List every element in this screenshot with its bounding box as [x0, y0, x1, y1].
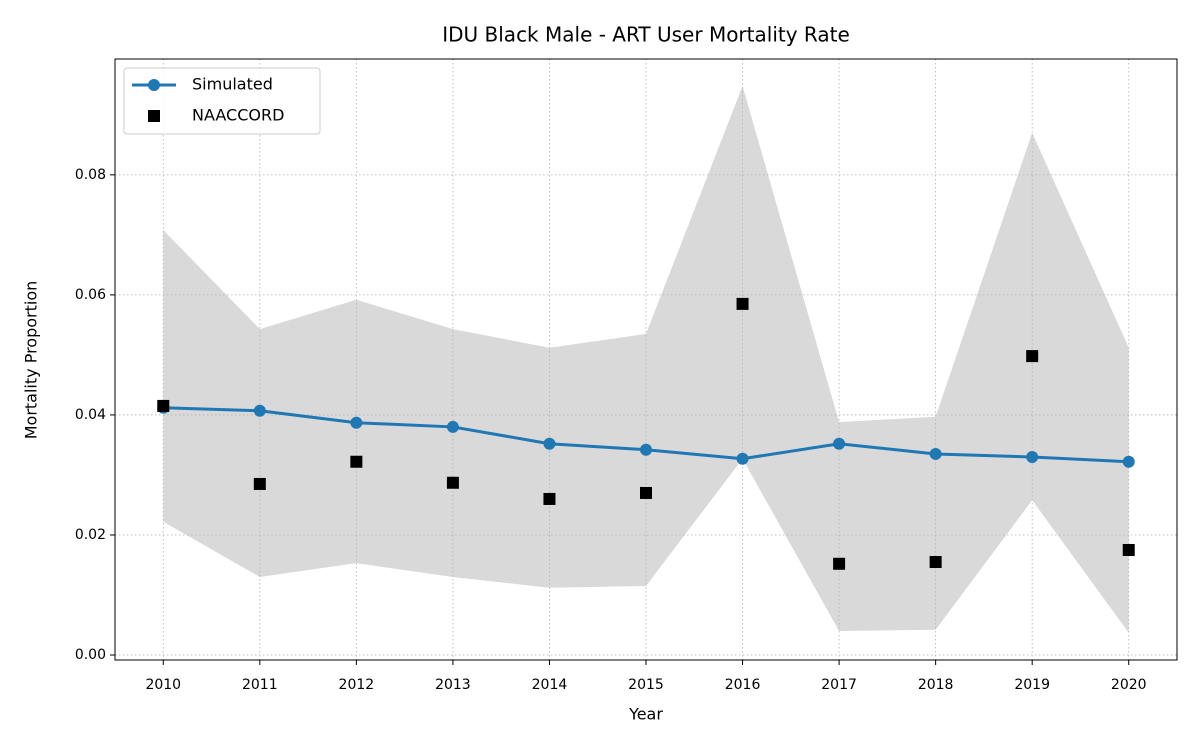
y-axis-label: Mortality Proportion: [22, 281, 41, 440]
point: [543, 437, 556, 450]
square-marker: [350, 455, 363, 468]
legend-marker: [148, 79, 160, 91]
y-tick-label: 0.02: [75, 527, 106, 543]
chart-title: IDU Black Male - ART User Mortality Rate: [442, 23, 850, 47]
point: [929, 447, 942, 460]
point: [350, 416, 363, 429]
legend-label: NAACCORD: [192, 106, 284, 125]
square-marker: [833, 557, 846, 570]
point: [640, 443, 652, 456]
y-tick-label: 0.00: [75, 647, 106, 663]
legend-label: Simulated: [192, 75, 273, 94]
square-marker: [157, 399, 170, 412]
y-tick-label: 0.06: [75, 287, 106, 303]
point: [736, 452, 749, 465]
x-tick-label: 2012: [339, 677, 375, 693]
plot-frame: [114, 58, 1178, 661]
legend-marker: [148, 110, 160, 122]
x-tick-label: 2019: [1014, 677, 1050, 693]
square-marker: [736, 297, 749, 310]
x-tick-label: 2015: [628, 677, 664, 693]
point: [833, 437, 846, 450]
x-tick-label: 2011: [242, 677, 278, 693]
x-tick-label: 2010: [145, 677, 181, 693]
x-tick-label: 2018: [918, 677, 954, 693]
square-marker: [543, 492, 556, 505]
x-tick-label: 2013: [435, 677, 471, 693]
point: [1026, 450, 1039, 463]
y-tick-label: 0.04: [75, 407, 106, 423]
square-marker: [446, 476, 459, 489]
point: [1122, 455, 1135, 468]
x-tick-label: 2016: [725, 677, 761, 693]
x-tick-label: 2020: [1111, 677, 1147, 693]
x-tick-label: 2014: [532, 677, 568, 693]
x-axis-label: Year: [628, 705, 663, 724]
square-marker: [1122, 543, 1135, 556]
y-tick-label: 0.08: [75, 167, 106, 183]
square-marker: [929, 555, 942, 568]
point: [253, 404, 266, 417]
square-marker: [1026, 350, 1039, 363]
square-marker: [253, 477, 266, 490]
square-marker: [640, 486, 652, 499]
point: [446, 420, 459, 433]
x-tick-label: 2017: [821, 677, 857, 693]
